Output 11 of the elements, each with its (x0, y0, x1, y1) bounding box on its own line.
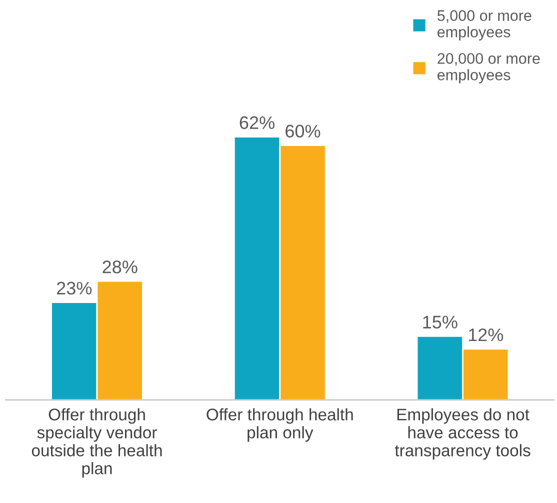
data-label: 60% (286, 124, 320, 138)
data-label: 12% (468, 328, 504, 342)
legend-label: 20,000 or more employees (438, 53, 540, 84)
x-tick-label: Offer through health plan only (206, 408, 353, 442)
data-label: 62% (240, 116, 274, 130)
data-label: 28% (102, 260, 138, 274)
x-tick-label: Employees do not have access to transparency tools (394, 408, 530, 460)
data-label: 15% (423, 316, 458, 328)
data-label: 23% (56, 282, 92, 295)
legend-label: 5,000 or more employees (437, 10, 532, 40)
x-tick-label: Offer through specialty vendor outside the health plan (32, 408, 162, 478)
